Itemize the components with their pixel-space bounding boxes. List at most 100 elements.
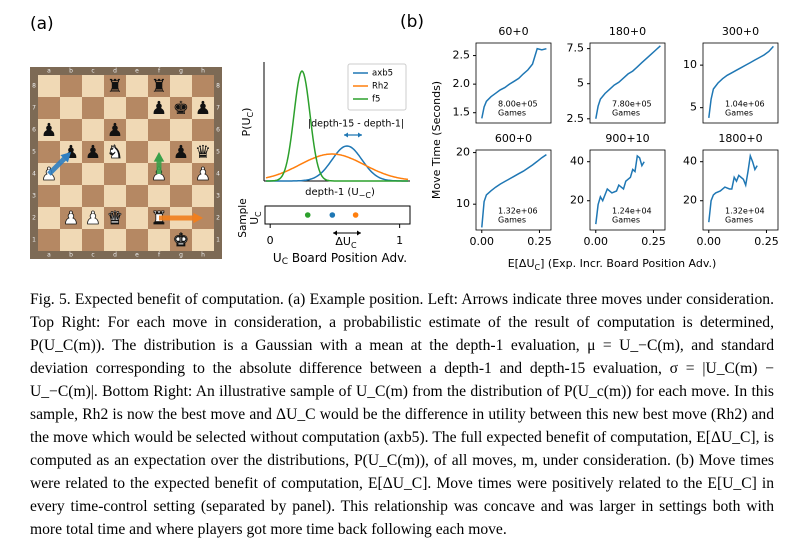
square — [170, 119, 192, 141]
y-tick-label: 5 — [690, 101, 697, 114]
chess-piece: ♟ — [85, 208, 101, 229]
y-axis-label: Move Time (Seconds) — [430, 81, 443, 199]
y-tick-label: 7.5 — [567, 42, 585, 55]
square — [60, 207, 82, 229]
annotation: Games — [498, 109, 526, 118]
rank-label: 5 — [216, 149, 220, 156]
y-tick-label: 20 — [683, 194, 697, 207]
line-series — [708, 45, 774, 118]
square — [148, 119, 170, 141]
square — [38, 185, 60, 207]
panel-label: (b) — [400, 12, 424, 32]
panel-title: 1800+0 — [718, 132, 762, 145]
chess-piece: ♟ — [63, 208, 79, 229]
square — [38, 141, 60, 163]
rank-label: 3 — [32, 193, 36, 200]
move-arrow — [47, 155, 68, 176]
square — [82, 185, 104, 207]
square — [148, 97, 170, 119]
square — [104, 229, 126, 251]
annotation: 1.04e+06 — [725, 100, 765, 109]
square — [192, 97, 214, 119]
square — [126, 185, 148, 207]
y-tick-label: 40 — [683, 155, 697, 168]
chess-piece: ♟ — [151, 98, 167, 119]
line-series — [708, 153, 758, 223]
square — [82, 229, 104, 251]
plot-frame — [475, 149, 552, 231]
square — [38, 97, 60, 119]
panel-title: 300+0 — [722, 25, 759, 38]
sample-plot: Sample UC UC Board Position Adv. ΔUC 0 1 — [237, 198, 411, 267]
y-tick-label: 40 — [570, 155, 584, 168]
rank-label: 2 — [216, 215, 220, 222]
file-label: b — [69, 68, 73, 75]
caption: Fig. 5. Expected benefit of computation.… — [30, 291, 774, 538]
chess-piece: ♜ — [107, 76, 123, 97]
y-tick-label: 10 — [456, 197, 470, 210]
panel-label: (a) — [30, 14, 54, 34]
annotation: Games — [725, 109, 753, 118]
file-label: h — [201, 68, 205, 75]
annotation: Games — [725, 216, 753, 225]
annotation: 1.24e+04 — [612, 207, 652, 216]
square — [104, 163, 126, 185]
file-label: c — [91, 252, 94, 259]
square — [38, 119, 60, 141]
square — [38, 75, 60, 97]
arrow-head — [153, 152, 165, 162]
square — [104, 141, 126, 163]
annotation: Games — [498, 216, 526, 225]
rank-label: 4 — [216, 171, 220, 178]
chess-piece: ♟ — [41, 120, 57, 141]
square — [60, 75, 82, 97]
rank-label: 8 — [32, 83, 36, 90]
rank-label: 7 — [32, 105, 36, 112]
legend-label: axb5 — [372, 69, 393, 79]
chess-piece: ♚ — [173, 230, 189, 251]
file-label: g — [179, 68, 183, 75]
plot-frame — [475, 42, 552, 124]
file-label: e — [135, 68, 139, 75]
x-tick-label: 0.00 — [697, 235, 722, 248]
annotation: |depth-15 - depth-1| — [308, 119, 404, 130]
arrow-head — [193, 212, 203, 224]
square — [104, 97, 126, 119]
y-tick-label: 2.5 — [453, 49, 471, 62]
rank-label: 2 — [32, 215, 36, 222]
square — [192, 229, 214, 251]
square — [82, 119, 104, 141]
square — [170, 97, 192, 119]
arrow-head — [60, 152, 71, 163]
square — [60, 163, 82, 185]
chess-piece: ♟ — [107, 120, 123, 141]
square — [170, 75, 192, 97]
annotation: 7.80e+05 — [612, 100, 652, 109]
square — [104, 185, 126, 207]
line-series — [595, 154, 645, 225]
y-tick-label: 20 — [456, 146, 470, 159]
line-series — [481, 153, 547, 228]
x-tick-label: 0.25 — [754, 235, 779, 248]
gaussian-curve — [266, 145, 408, 182]
square — [192, 75, 214, 97]
panel-title: 180+0 — [609, 25, 646, 38]
panel-title: 60+0 — [498, 25, 528, 38]
square — [82, 207, 104, 229]
square — [38, 229, 60, 251]
y-tick-label: 10 — [683, 58, 697, 71]
plot-frame — [702, 149, 779, 231]
y-axis-label: Sample — [237, 198, 249, 237]
plot-frame — [702, 42, 779, 124]
x-tick-label: 0.00 — [470, 235, 495, 248]
chess-piece: ♟ — [173, 142, 189, 163]
x-tick-label: 0.25 — [641, 235, 666, 248]
square — [126, 119, 148, 141]
x-axis-label: UC Board Position Adv. — [273, 251, 407, 267]
square — [192, 185, 214, 207]
square — [170, 185, 192, 207]
y-tick-label: 20 — [570, 194, 584, 207]
x-tick-label: 1 — [396, 234, 403, 247]
